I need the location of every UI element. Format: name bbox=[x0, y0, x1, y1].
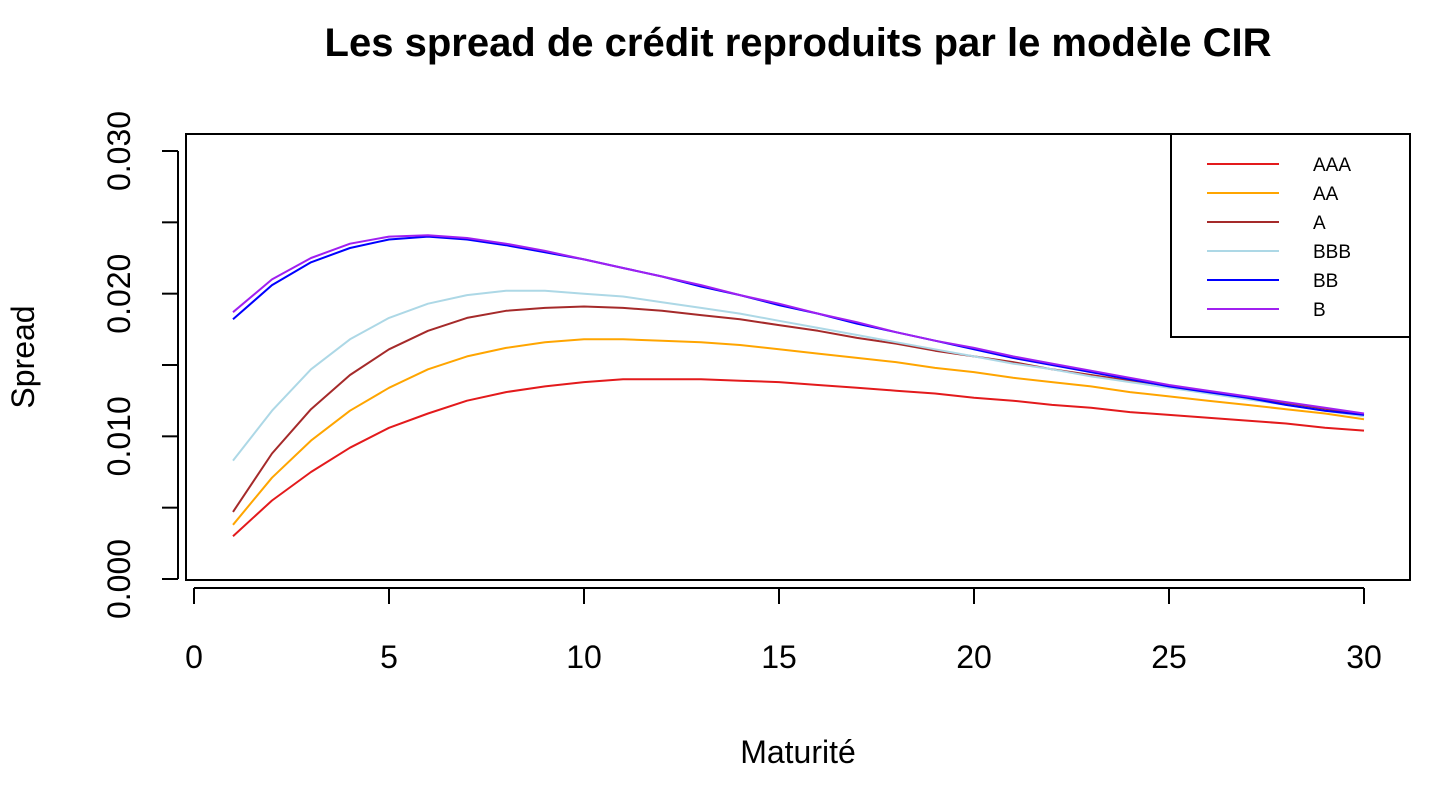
legend-label-a: A bbox=[1313, 213, 1326, 234]
x-tick-label: 10 bbox=[566, 639, 602, 675]
x-tick-label: 15 bbox=[761, 639, 797, 675]
x-tick-label: 20 bbox=[956, 639, 992, 675]
x-tick-label: 30 bbox=[1346, 639, 1382, 675]
x-tick-label: 25 bbox=[1151, 639, 1187, 675]
series-line-bbb bbox=[232, 289, 1365, 462]
series-line-aa bbox=[232, 338, 1365, 526]
x-axis-label: Maturité bbox=[740, 734, 856, 770]
y-axis-label: Spread bbox=[5, 305, 41, 408]
legend-label-bb: BB bbox=[1313, 271, 1338, 292]
y-tick-label: 0.010 bbox=[101, 396, 137, 476]
x-tick-label: 0 bbox=[185, 639, 203, 675]
legend-label-aaa: AAA bbox=[1313, 155, 1351, 176]
chart-title: Les spread de crédit reproduits par le m… bbox=[325, 21, 1272, 65]
plot-frame bbox=[185, 133, 1411, 581]
y-tick-label: 0.020 bbox=[101, 254, 137, 334]
y-axis: 0.000 0.010 0.020 0.030 bbox=[101, 111, 179, 619]
y-tick-label: 0.030 bbox=[101, 111, 137, 191]
x-tick-label: 5 bbox=[380, 639, 398, 675]
x-axis: 0 5 10 15 20 25 30 bbox=[185, 587, 1382, 675]
series-layer bbox=[232, 234, 1365, 537]
legend-label-bbb: BBB bbox=[1313, 242, 1351, 263]
legend-label-b: B bbox=[1313, 300, 1326, 321]
y-tick-label: 0.000 bbox=[101, 539, 137, 619]
series-line-b bbox=[232, 234, 1365, 415]
series-line-aaa bbox=[232, 378, 1365, 537]
legend-box bbox=[1170, 133, 1411, 338]
legend-label-aa: AA bbox=[1313, 184, 1339, 205]
